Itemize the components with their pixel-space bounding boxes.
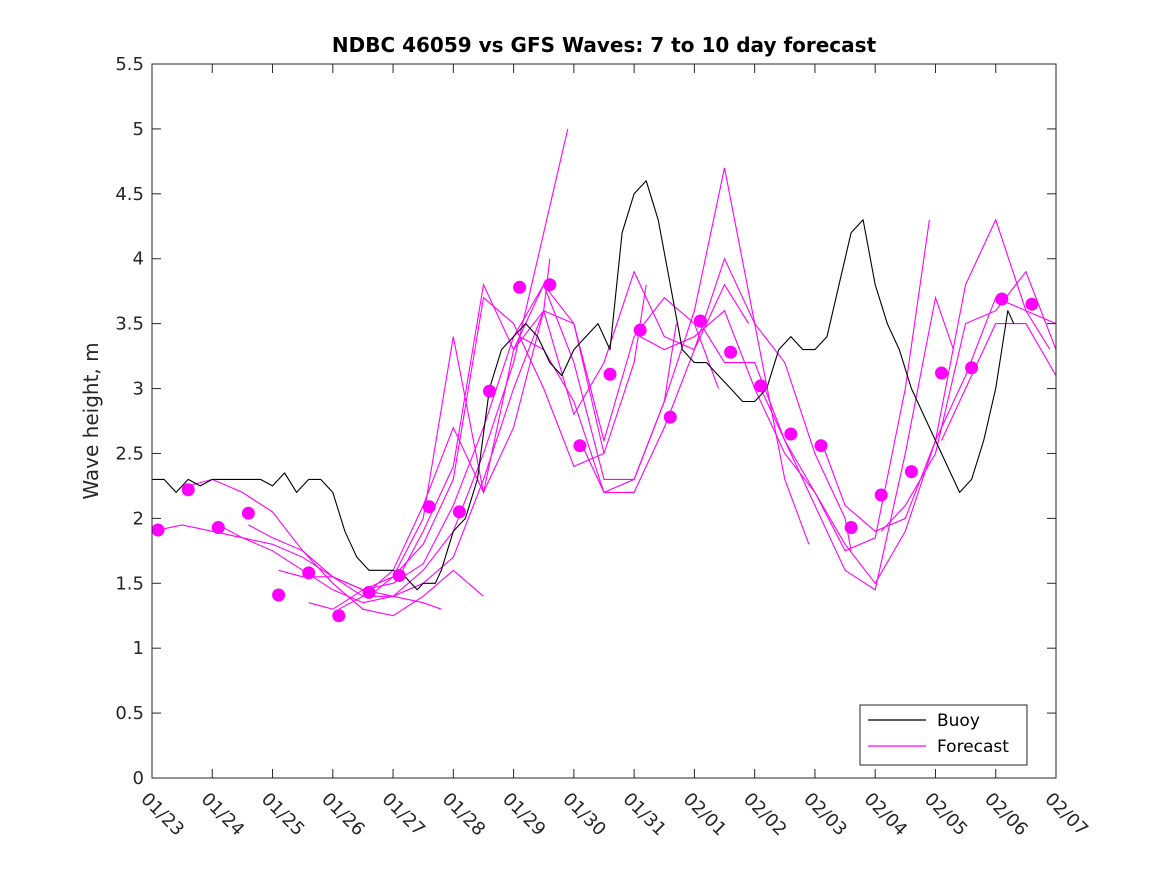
- forecast-point-8: [392, 569, 406, 582]
- forecast-point-17: [663, 410, 677, 424]
- forecast-point-20: [754, 379, 768, 393]
- y-tick-label-4: 2: [133, 508, 144, 529]
- forecast-point-18: [693, 314, 707, 328]
- forecast-point-3: [241, 506, 255, 520]
- forecast-point-9: [422, 500, 436, 514]
- forecast-run-line-15: [880, 270, 1057, 532]
- legend-box: [859, 704, 1028, 766]
- y-tick-label-7: 3.5: [115, 314, 144, 335]
- forecast-point-6: [332, 609, 346, 623]
- forecast-run-line-1: [188, 478, 484, 617]
- forecast-point-5: [302, 566, 316, 580]
- y-axis-label: Wave height, m: [79, 342, 103, 499]
- forecast-run-line-0: [151, 524, 442, 610]
- forecast-point-11: [483, 384, 496, 398]
- forecast-run-line-10: [579, 257, 852, 551]
- forecast-point-29: [1025, 297, 1039, 311]
- forecast-point-22: [814, 439, 828, 453]
- forecast-run-line-4: [278, 283, 605, 591]
- plot-area: [152, 64, 1056, 778]
- y-tick-label-9: 4.5: [115, 184, 144, 205]
- forecast-markers: [151, 278, 1039, 623]
- forecast-point-19: [724, 345, 738, 359]
- y-tick-label-2: 1: [133, 638, 144, 659]
- forecast-point-24: [874, 488, 888, 502]
- forecast-run-line-11: [639, 219, 930, 552]
- forecast-point-10: [452, 505, 466, 519]
- forecast-run-line-9: [519, 167, 810, 545]
- forecast-run-line-3: [248, 128, 569, 597]
- forecast-point-0: [151, 523, 165, 537]
- forecast-run-line-16: [941, 323, 1057, 441]
- chart-title: NDBC 46059 vs GFS Waves: 7 to 10 day for…: [332, 33, 877, 57]
- axes-box: [151, 63, 1057, 779]
- forecast-run-line-12: [699, 295, 955, 591]
- forecast-point-12: [513, 280, 527, 294]
- forecast-point-27: [965, 361, 979, 375]
- forecast-point-4: [272, 588, 286, 602]
- y-tick-label-6: 3: [133, 379, 144, 400]
- forecast-point-1: [181, 483, 195, 497]
- legend-buoy-label: Buoy: [937, 711, 980, 731]
- legend: Buoy Forecast: [859, 704, 1028, 766]
- forecast-point-14: [573, 439, 587, 453]
- y-tick-label-8: 4: [133, 249, 144, 270]
- legend-forecast-label: Forecast: [937, 737, 1009, 757]
- forecast-run-line-13: [760, 218, 1051, 585]
- forecast-point-28: [995, 292, 1009, 306]
- y-tick-label-5: 2.5: [115, 443, 144, 464]
- forecast-point-2: [211, 521, 225, 534]
- forecast-run-line-5: [308, 284, 647, 610]
- forecast-point-26: [935, 366, 948, 380]
- forecast-point-16: [633, 323, 647, 337]
- y-tick-label-11: 5.5: [115, 54, 144, 75]
- y-tick-label-0: 0: [133, 768, 144, 789]
- forecast-point-13: [543, 278, 557, 292]
- forecast-point-7: [362, 585, 376, 599]
- forecast-point-25: [904, 465, 918, 479]
- y-tick-label-1: 0.5: [115, 703, 144, 724]
- y-tick-label-10: 5: [133, 119, 144, 140]
- buoy-series: [152, 180, 1015, 591]
- y-tick-label-3: 1.5: [115, 573, 144, 594]
- forecast-point-15: [603, 367, 617, 381]
- forecast-point-23: [844, 521, 858, 534]
- y-axis-ticks: 0 0.5 1 1.5 2 2.5 3 3.5 4 4.5 5 5.5: [115, 54, 1056, 789]
- forecast-point-21: [784, 427, 798, 441]
- axes-frame: [151, 63, 1057, 779]
- axes-background: [152, 64, 1056, 778]
- buoy-line: [152, 180, 1015, 591]
